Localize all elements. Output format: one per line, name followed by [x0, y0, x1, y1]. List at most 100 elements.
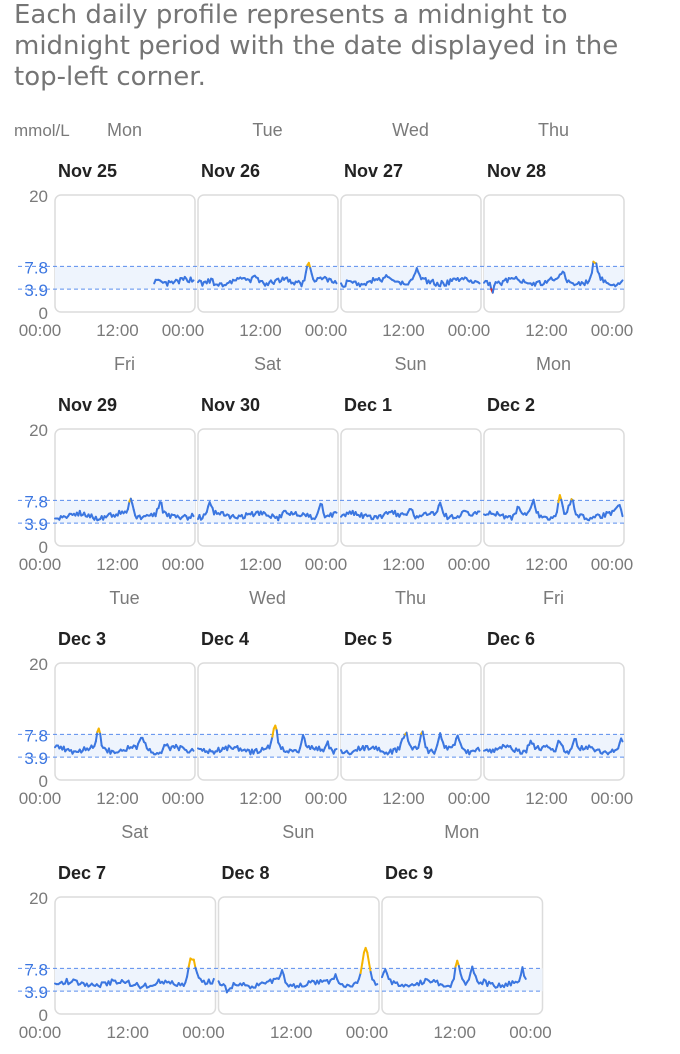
weekday-label: Sun — [282, 822, 314, 842]
day-panel — [381, 896, 544, 1015]
range-high-label: 7.8 — [24, 258, 48, 277]
target-range-band — [341, 266, 481, 290]
glucose-trace-segment — [326, 740, 331, 750]
glucose-trace-segment — [132, 508, 137, 517]
glucose-trace-segment — [320, 503, 325, 514]
glucose-trace-segment — [366, 951, 370, 964]
glucose-trace-segment — [359, 962, 364, 975]
x-tick-label: 00:00 — [19, 789, 62, 808]
glucose-trace-segment — [488, 281, 493, 291]
glucose-trace-segment — [477, 281, 481, 285]
glucose-trace-segment — [405, 731, 410, 742]
glucose-trace-segment — [439, 732, 443, 741]
x-tick-label: 12:00 — [433, 1023, 476, 1042]
range-low-label: 3.9 — [24, 281, 48, 300]
glucose-trace-segment — [374, 983, 379, 986]
weekday-label: Tue — [109, 588, 139, 608]
weekday-label: Sat — [254, 354, 281, 374]
y-tick-label: 20 — [29, 187, 48, 206]
y-tick-label: 0 — [39, 538, 48, 557]
x-tick-label: 12:00 — [382, 555, 425, 574]
x-tick-label: 12:00 — [96, 321, 139, 340]
glucose-trace-segment — [191, 512, 195, 518]
x-tick-label: 12:00 — [239, 555, 282, 574]
x-tick-label: 12:00 — [382, 321, 425, 340]
x-tick-label: 12:00 — [525, 555, 568, 574]
weekday-label: Fri — [543, 588, 564, 608]
glucose-trace-segment — [453, 737, 458, 746]
date-label: Dec 5 — [344, 629, 392, 649]
weekday-label: Thu — [538, 120, 569, 140]
glucose-trace-segment — [457, 965, 462, 975]
date-label: Nov 26 — [201, 161, 260, 181]
glucose-trace-segment — [191, 747, 195, 752]
day-panel — [483, 428, 625, 547]
day-panel — [483, 662, 625, 781]
glucose-trace-segment — [423, 738, 427, 749]
target-range-band — [55, 968, 216, 992]
glucose-trace-segment — [309, 267, 313, 275]
x-tick-label: 00:00 — [591, 789, 634, 808]
date-label: Nov 30 — [201, 395, 260, 415]
glucose-trace-segment — [525, 744, 529, 754]
glucose-trace-segment — [477, 746, 481, 752]
glucose-trace-segment — [571, 499, 576, 511]
date-label: Nov 27 — [344, 161, 403, 181]
glucose-trace-segment — [421, 730, 426, 741]
glucose-trace-segment — [418, 732, 423, 743]
glucose-trace-segment — [523, 974, 527, 980]
glucose-trace-segment — [334, 279, 338, 285]
x-tick-label: 00:00 — [346, 1023, 389, 1042]
date-label: Nov 29 — [58, 395, 117, 415]
y-tick-label: 20 — [29, 655, 48, 674]
glucose-trace-segment — [369, 970, 374, 981]
x-tick-label: 00:00 — [448, 321, 491, 340]
range-low-label: 3.9 — [24, 983, 48, 1002]
day-panel — [197, 194, 339, 313]
glucose-trace-segment — [205, 505, 210, 514]
glucose-trace-segment — [282, 973, 287, 984]
glucose-trace-segment — [192, 958, 197, 969]
glucose-trace-segment — [186, 965, 190, 978]
glucose-trace-segment — [436, 504, 440, 513]
glucose-trace-segment — [491, 284, 496, 294]
glucose-trace-segment — [417, 740, 421, 749]
x-tick-label: 00:00 — [305, 789, 348, 808]
day-panel — [340, 428, 482, 547]
x-tick-label: 12:00 — [525, 789, 568, 808]
day-panel — [340, 194, 482, 313]
target-range-band — [55, 734, 195, 758]
glucose-trace-segment — [515, 505, 519, 515]
x-tick-label: 00:00 — [19, 1023, 62, 1042]
range-high-label: 7.8 — [24, 726, 48, 745]
glucose-trace-segment — [126, 500, 131, 511]
day-panel — [54, 194, 196, 313]
glucose-trace-segment — [566, 504, 570, 514]
glucose-trace-segment — [620, 508, 624, 518]
x-tick-label: 00:00 — [162, 321, 205, 340]
glucose-trace-segment — [99, 732, 103, 747]
day-panel — [340, 662, 482, 781]
date-label: Dec 3 — [58, 629, 106, 649]
glucose-trace-segment — [560, 498, 564, 508]
glucose-trace-segment — [471, 965, 475, 975]
date-label: Dec 1 — [344, 395, 392, 415]
weekday-label: Fri — [114, 354, 135, 374]
glucose-trace-segment — [191, 279, 195, 283]
x-tick-label: 00:00 — [305, 321, 348, 340]
glucose-trace-segment — [187, 957, 192, 968]
target-range-band — [484, 500, 624, 524]
x-tick-label: 00:00 — [162, 789, 205, 808]
glucose-trace-segment — [555, 501, 560, 514]
glucose-trace-segment — [334, 747, 338, 751]
glucose-trace-segment — [563, 271, 567, 280]
intro-text: Each daily profile represents a midnight… — [14, 0, 619, 92]
glucose-trace-segment — [532, 498, 537, 508]
glucose-trace-segment — [184, 975, 189, 984]
y-tick-label: 0 — [39, 304, 48, 323]
day-panel — [54, 662, 196, 781]
glucose-trace-segment — [518, 974, 522, 983]
glucose-trace-segment — [303, 271, 307, 282]
weekday-label: Mon — [536, 354, 571, 374]
